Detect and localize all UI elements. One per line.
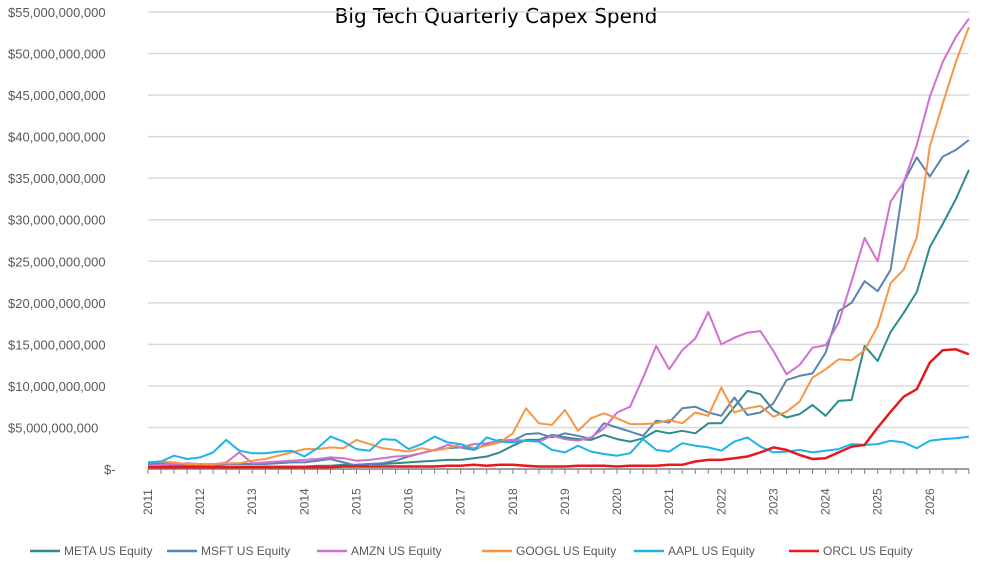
x-tick-label: 2016 [402, 488, 416, 515]
x-tick-label: 2018 [506, 488, 520, 515]
x-tick-label: 2017 [454, 488, 468, 515]
x-tick-label: 2025 [871, 488, 885, 515]
x-tick-label: 2013 [245, 488, 259, 515]
x-tick-label: 2026 [923, 488, 937, 515]
series-line-orcl [148, 348, 970, 469]
x-tick-label: 2015 [349, 488, 363, 515]
y-tick-label: $5,000,000,000 [8, 420, 98, 435]
x-tick-label: 2022 [714, 488, 728, 515]
x-tick-label: 2011 [141, 489, 155, 515]
y-tick-label: $55,000,000,000 [8, 5, 106, 20]
y-tick-label: $15,000,000,000 [8, 337, 106, 352]
y-tick-label: $20,000,000,000 [8, 296, 106, 311]
y-tick-label: $25,000,000,000 [8, 254, 106, 269]
x-tick-label: 2019 [558, 488, 572, 515]
series-line-msft [147, 139, 970, 467]
x-tick-label: 2014 [297, 488, 311, 515]
y-tick-label: $10,000,000,000 [8, 379, 106, 394]
y-tick-label: $45,000,000,000 [8, 88, 106, 103]
y-tick-label: $50,000,000,000 [8, 47, 106, 62]
y-tick-label: $35,000,000,000 [8, 171, 106, 186]
legend-label: MSFT US Equity [201, 544, 290, 558]
series-line-meta [148, 169, 970, 468]
series-line-aapl [147, 435, 970, 464]
legend-label: AAPL US Equity [668, 544, 755, 558]
legend-label: ORCL US Equity [823, 544, 913, 558]
x-tick-label: 2024 [819, 488, 833, 515]
x-tick-label: 2012 [193, 488, 207, 515]
x-tick-label: 2021 [662, 488, 676, 515]
series-line-amzn [147, 18, 970, 467]
x-tick-label: 2020 [610, 488, 624, 515]
y-tick-label: $30,000,000,000 [8, 213, 106, 228]
legend-label: AMZN US Equity [351, 544, 442, 558]
legend-label: META US Equity [64, 544, 152, 558]
x-tick-label: 2023 [766, 488, 780, 515]
y-tick-label: $- [104, 462, 116, 477]
series-line-googl [147, 26, 970, 465]
legend-label: GOOGL US Equity [516, 544, 616, 558]
y-tick-label: $40,000,000,000 [8, 130, 106, 145]
chart-title: Big Tech Quarterly Capex Spend [334, 4, 658, 28]
